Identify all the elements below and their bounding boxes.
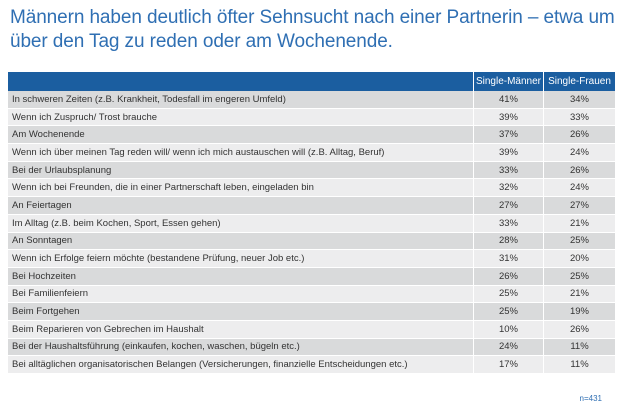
table-row: Wenn ich über meinen Tag reden will/ wen… — [8, 144, 615, 162]
table-row: Bei Familienfeiern 25% 21% — [8, 285, 615, 304]
table-row: Bei alltäglichen organisatorischen Belan… — [8, 356, 615, 374]
value-maenner: 37% — [474, 126, 544, 145]
page-title: Männern haben deutlich öfter Sehnsucht n… — [10, 6, 616, 54]
value-maenner: 25% — [474, 303, 544, 321]
header-label-column — [8, 72, 474, 91]
value-frauen: 21% — [544, 214, 615, 233]
row-label: Wenn ich bei Freunden, die in einer Part… — [8, 179, 474, 198]
value-maenner: 32% — [474, 179, 544, 198]
value-frauen: 11% — [544, 356, 615, 374]
table-row: Bei Hochzeiten 26% 25% — [8, 267, 615, 286]
row-label: Bei Hochzeiten — [8, 267, 474, 286]
value-maenner: 33% — [474, 214, 544, 233]
value-maenner: 26% — [474, 267, 544, 286]
row-label: Beim Reparieren von Gebrechen im Haushal… — [8, 320, 474, 339]
value-frauen: 33% — [544, 108, 615, 127]
table-row: An Sonntagen 28% 25% — [8, 232, 615, 251]
table-row: In schweren Zeiten (z.B. Krankheit, Tode… — [8, 91, 615, 109]
title-line-2: über den Tag zu reden oder am Wochenende… — [10, 31, 393, 52]
value-frauen: 24% — [544, 179, 615, 198]
value-maenner: 24% — [474, 338, 544, 357]
survey-table: Single-Männer Single-Frauen In schweren … — [8, 72, 615, 374]
row-label: Wenn ich Zuspruch/ Trost brauche — [8, 108, 474, 127]
header-single-maenner: Single-Männer — [474, 72, 544, 91]
value-frauen: 11% — [544, 338, 615, 357]
table-row: Beim Reparieren von Gebrechen im Haushal… — [8, 320, 615, 339]
row-label: In schweren Zeiten (z.B. Krankheit, Tode… — [8, 91, 474, 109]
value-maenner: 41% — [474, 91, 544, 109]
row-label: An Sonntagen — [8, 232, 474, 251]
table-row: Wenn ich Erfolge feiern möchte (bestande… — [8, 250, 615, 268]
row-label: Bei Familienfeiern — [8, 285, 474, 304]
row-label: Am Wochenende — [8, 126, 474, 145]
value-maenner: 28% — [474, 232, 544, 251]
value-frauen: 26% — [544, 320, 615, 339]
value-frauen: 24% — [544, 144, 615, 162]
value-maenner: 25% — [474, 285, 544, 304]
value-frauen: 34% — [544, 91, 615, 109]
value-maenner: 39% — [474, 108, 544, 127]
value-frauen: 21% — [544, 285, 615, 304]
value-frauen: 19% — [544, 303, 615, 321]
table-row: Im Alltag (z.B. beim Kochen, Sport, Esse… — [8, 214, 615, 233]
value-maenner: 39% — [474, 144, 544, 162]
sample-size-note: n=431 — [579, 394, 602, 403]
value-frauen: 25% — [544, 267, 615, 286]
row-label: Im Alltag (z.B. beim Kochen, Sport, Esse… — [8, 214, 474, 233]
title-line-1: Männern haben deutlich öfter Sehnsucht n… — [10, 7, 615, 28]
row-label: Wenn ich Erfolge feiern möchte (bestande… — [8, 250, 474, 268]
table-row: An Feiertagen 27% 27% — [8, 197, 615, 215]
value-maenner: 33% — [474, 161, 544, 180]
row-label: Bei alltäglichen organisatorischen Belan… — [8, 356, 474, 374]
table-row: Wenn ich bei Freunden, die in einer Part… — [8, 179, 615, 198]
row-label: Bei der Urlaubsplanung — [8, 161, 474, 180]
value-frauen: 25% — [544, 232, 615, 251]
header-single-frauen: Single-Frauen — [544, 72, 615, 91]
table-row: Wenn ich Zuspruch/ Trost brauche 39% 33% — [8, 108, 615, 127]
value-maenner: 10% — [474, 320, 544, 339]
row-label: An Feiertagen — [8, 197, 474, 215]
row-label: Beim Fortgehen — [8, 303, 474, 321]
table-row: Beim Fortgehen 25% 19% — [8, 303, 615, 321]
value-maenner: 31% — [474, 250, 544, 268]
row-label: Wenn ich über meinen Tag reden will/ wen… — [8, 144, 474, 162]
table-row: Am Wochenende 37% 26% — [8, 126, 615, 145]
table-header-row: Single-Männer Single-Frauen — [8, 72, 615, 91]
value-frauen: 26% — [544, 161, 615, 180]
value-frauen: 27% — [544, 197, 615, 215]
table-row: Bei der Urlaubsplanung 33% 26% — [8, 161, 615, 180]
value-frauen: 20% — [544, 250, 615, 268]
row-label: Bei der Haushaltsführung (einkaufen, koc… — [8, 338, 474, 357]
value-frauen: 26% — [544, 126, 615, 145]
table-row: Bei der Haushaltsführung (einkaufen, koc… — [8, 338, 615, 357]
value-maenner: 17% — [474, 356, 544, 374]
value-maenner: 27% — [474, 197, 544, 215]
